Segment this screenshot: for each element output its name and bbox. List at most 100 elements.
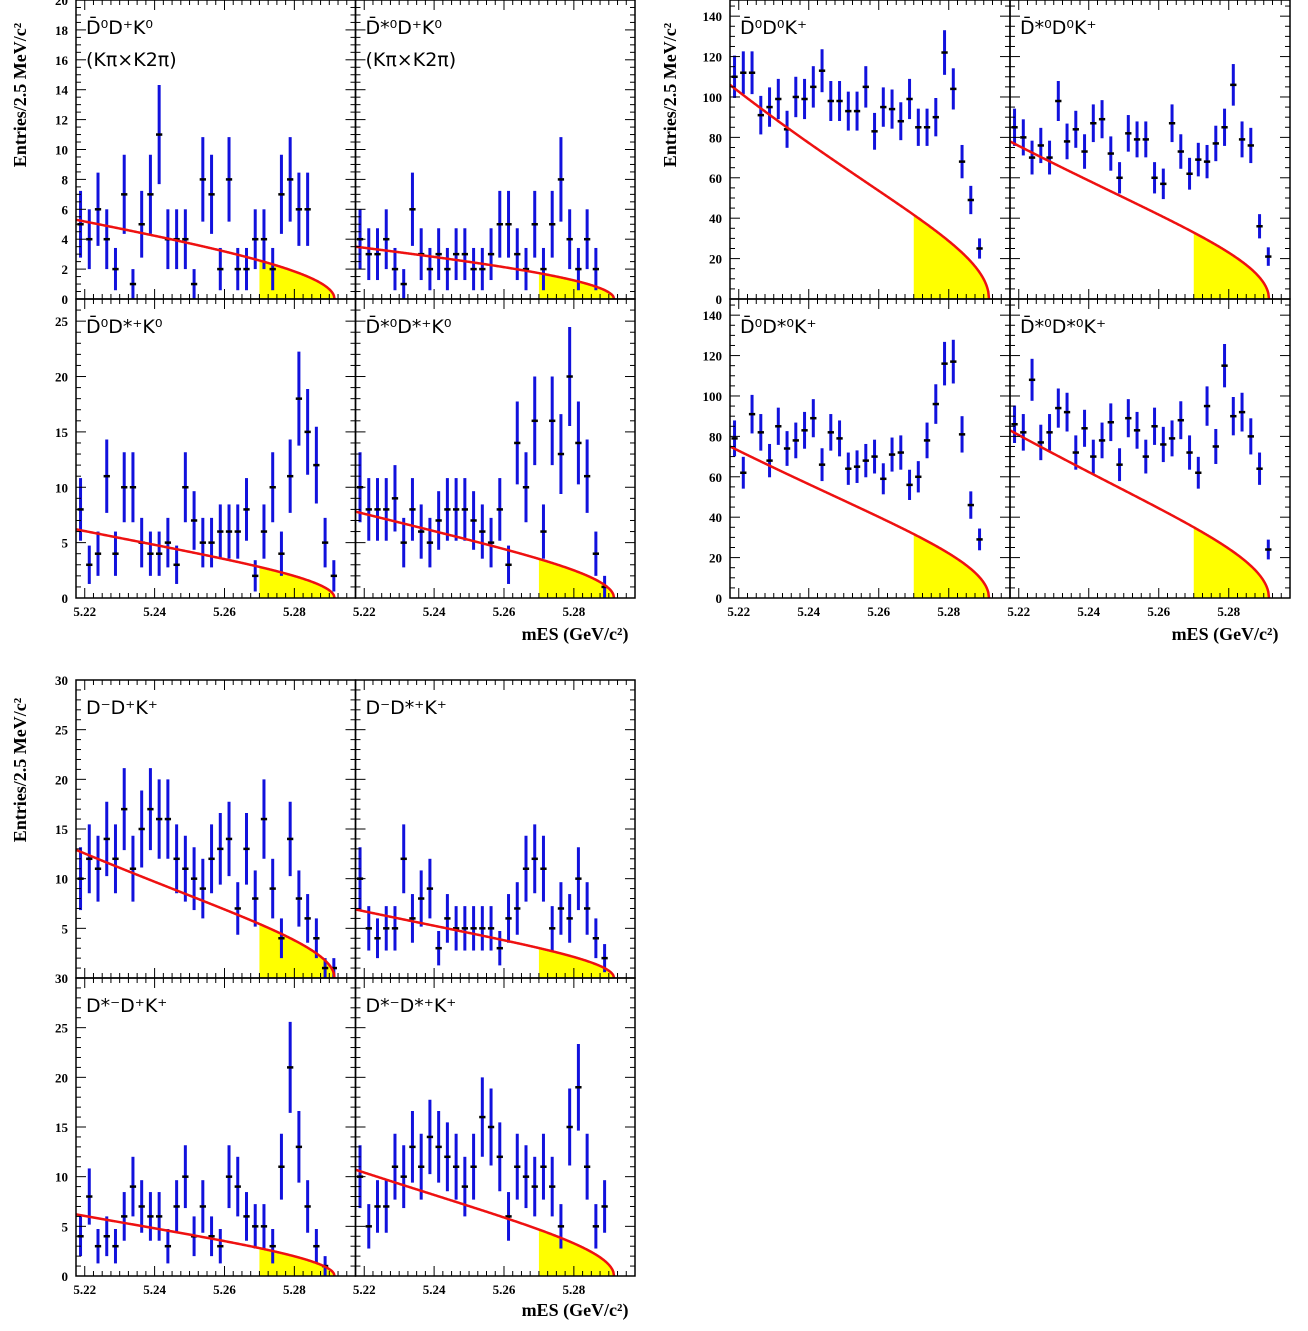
y-axis-title: Entries/2.5 MeV/c² [10, 698, 30, 842]
x-tick-label: 5.24 [143, 1282, 166, 1297]
y-tick-label: 60 [709, 470, 722, 485]
y-tick-label: 12 [55, 113, 68, 128]
fit-curve [76, 848, 336, 978]
x-tick-label: 5.28 [1217, 604, 1240, 619]
panel-plot-area [355, 1043, 616, 1276]
y-tick-label: 10 [55, 480, 68, 495]
panel-label: D̄*⁰D⁺K⁰ [366, 15, 442, 39]
panel-sublabel: (Kπ×K2π) [366, 49, 457, 71]
signal-region [259, 1248, 335, 1276]
panel-top-right-r1c1: D̄*⁰D*⁰K⁺ [1009, 298, 1291, 599]
panel-frame [1009, 0, 1291, 300]
panel-label: D̄⁰D⁺K⁰ [86, 15, 153, 39]
x-tick-label: 5.22 [353, 1282, 376, 1297]
x-tick-label: 5.22 [353, 604, 376, 619]
panel-top-left-r0c0: D̄⁰D⁺K⁰ (Kπ×K2π) [75, 0, 357, 300]
panel-plot-area [730, 339, 991, 598]
y-tick-label: 80 [709, 130, 722, 145]
panel-bottom-left-r1c1: D*⁻D*⁺K⁺ [354, 977, 636, 1277]
panel-label: D⁻D*⁺K⁺ [366, 697, 447, 719]
y-tick-label: 5 [62, 536, 69, 551]
x-axis-title: mES (GeV/c²) [1172, 624, 1279, 645]
signal-region [259, 923, 335, 978]
y-tick-label: 20 [55, 1070, 68, 1085]
signal-region [538, 558, 615, 598]
panel-frame [729, 298, 1011, 599]
x-tick-label: 5.28 [562, 1282, 585, 1297]
y-tick-label: 20 [55, 0, 68, 8]
signal-region [1193, 232, 1269, 299]
y-tick-label: 0 [716, 292, 723, 307]
x-tick-label: 5.26 [867, 604, 890, 619]
y-tick-label: 5 [62, 1219, 69, 1234]
panel-frame [354, 679, 636, 979]
signal-region [538, 273, 615, 299]
y-tick-label: 0 [62, 292, 69, 307]
y-tick-label: 15 [55, 1120, 69, 1135]
fit-curve [730, 445, 991, 598]
y-tick-label: 80 [709, 429, 722, 444]
y-tick-label: 8 [62, 172, 69, 187]
x-tick-label: 5.22 [727, 604, 750, 619]
panel-label: D̄*⁰D⁰K⁺ [1020, 15, 1096, 39]
x-tick-label: 5.26 [493, 604, 516, 619]
y-axis-title: Entries/2.5 MeV/c² [660, 23, 680, 167]
y-tick-label: 120 [703, 50, 723, 65]
panel-sublabel: (Kπ×K2π) [86, 49, 177, 71]
y-tick-label: 20 [55, 370, 68, 385]
signal-region [913, 534, 989, 598]
y-tick-label: 10 [55, 143, 68, 158]
panel-plot-area [730, 30, 991, 299]
y-axis-title: Entries/2.5 MeV/c² [10, 23, 30, 167]
panel-bottom-left-r0c0: D⁻D⁺K⁺ [75, 679, 357, 979]
y-tick-label: 30 [55, 971, 68, 986]
panel-bottom-left-r0c1: D⁻D*⁺K⁺ [354, 679, 636, 979]
fit-curve [1010, 140, 1271, 299]
panel-plot-area [355, 824, 616, 978]
x-tick-label: 5.26 [493, 1282, 516, 1297]
panel-label: D*⁻D⁺K⁺ [86, 995, 167, 1017]
panel-plot-area [1010, 64, 1272, 299]
y-tick-label: 4 [62, 232, 69, 247]
x-tick-label: 5.24 [423, 604, 446, 619]
y-tick-label: 10 [55, 872, 68, 887]
panel-frame [354, 977, 636, 1277]
y-tick-label: 25 [55, 314, 69, 329]
y-tick-label: 20 [55, 772, 68, 787]
figure-group-top-right: D̄⁰D⁰K⁺ D̄*⁰D⁰K⁺ D̄⁰D*⁰K⁺ D̄*⁰D*⁰K⁺ 0 20 40 60 8… [660, 0, 1291, 645]
x-tick-label: 5.26 [213, 604, 236, 619]
y-tick-label: 15 [55, 822, 69, 837]
panel-plot-area [76, 84, 336, 299]
y-tick-label: 100 [703, 90, 723, 105]
panel-frame [354, 0, 636, 300]
panel-label: D̄*⁰D*⁰K⁺ [1020, 314, 1106, 338]
panel-top-right-r1c0: D̄⁰D*⁰K⁺ [729, 298, 1011, 599]
y-tick-label: 16 [55, 53, 69, 68]
panel-frame [75, 977, 357, 1277]
panel-top-left-r1c0: D̄⁰D*⁺K⁰ [75, 298, 357, 599]
x-tick-label: 5.26 [213, 1282, 236, 1297]
y-tick-label: 20 [709, 252, 722, 267]
signal-region [913, 214, 989, 299]
fit-curve [355, 510, 616, 598]
signal-region [259, 260, 335, 299]
fit-curve [355, 1168, 616, 1276]
panel-label: D̄⁰D*⁰K⁺ [740, 314, 816, 338]
x-axis-title: mES (GeV/c²) [522, 624, 629, 645]
x-tick-label: 5.24 [797, 604, 820, 619]
x-tick-label: 5.24 [143, 604, 166, 619]
panel-label: D̄⁰D*⁺K⁰ [86, 314, 162, 338]
panel-plot-area [355, 326, 616, 598]
y-tick-label: 18 [55, 23, 69, 38]
y-tick-label: 14 [55, 83, 69, 98]
panel-top-left-r1c1: D̄*⁰D*⁺K⁰ [354, 298, 636, 599]
y-tick-label: 140 [703, 9, 723, 24]
panel-plot-area [76, 1021, 336, 1276]
x-tick-label: 5.28 [562, 604, 585, 619]
panel-plot-area [76, 351, 337, 598]
fit-curve [1010, 429, 1271, 598]
x-tick-label: 5.28 [283, 1282, 306, 1297]
y-tick-label: 100 [703, 389, 723, 404]
panel-plot-area [76, 768, 337, 978]
